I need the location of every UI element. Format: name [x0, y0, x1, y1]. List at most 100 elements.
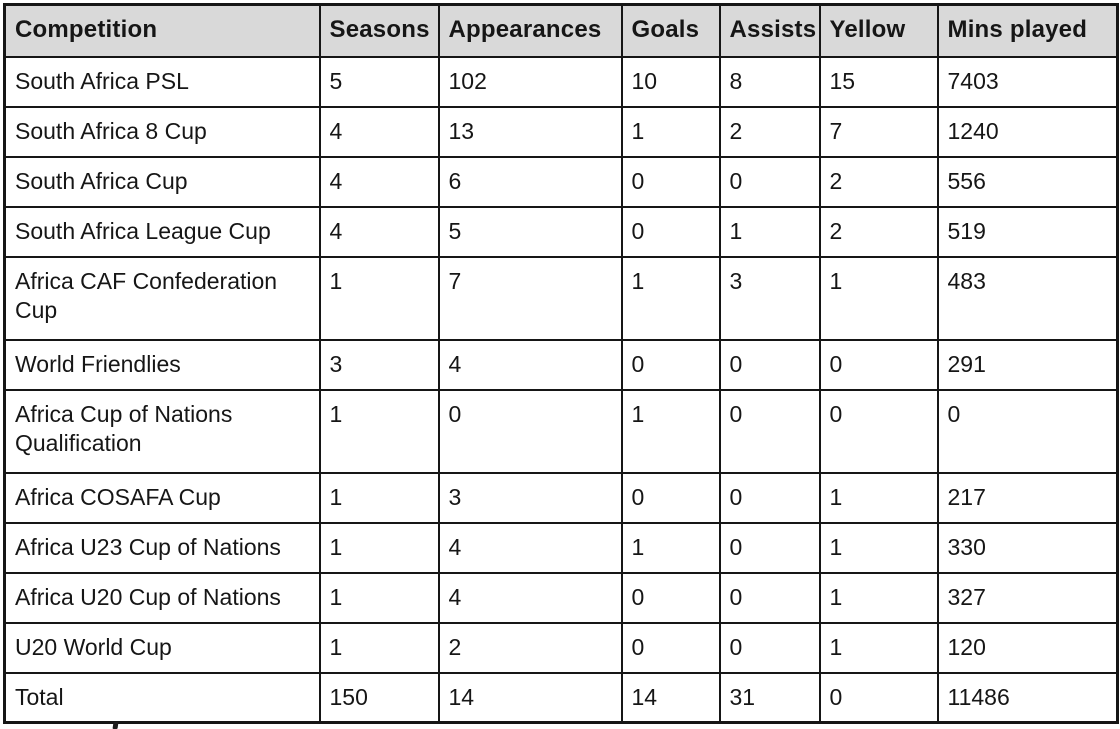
cell-assists: 0	[718, 621, 821, 674]
table-row: Africa CAF Confederation Cup 1 7 1 3 1 4…	[3, 255, 1119, 341]
cell-seasons: 3	[318, 338, 440, 391]
cell-goals: 0	[620, 471, 721, 524]
cell-appearances: 4	[437, 338, 623, 391]
cell-seasons: 1	[318, 621, 440, 674]
cell-seasons: 150	[318, 671, 440, 724]
cell-seasons: 4	[318, 105, 440, 158]
cell-competition: World Friendlies	[3, 338, 321, 391]
cell-goals: 0	[620, 338, 721, 391]
total-row: Total 150 14 14 31 0 11486	[3, 671, 1119, 724]
cell-appearances: 14	[437, 671, 623, 724]
cell-competition: South Africa League Cup	[3, 205, 321, 258]
cell-assists: 2	[718, 105, 821, 158]
cell-yellow: 0	[818, 338, 939, 391]
cell-appearances: 2	[437, 621, 623, 674]
table-row: Africa COSAFA Cup 1 3 0 0 1 217	[3, 471, 1119, 524]
table-row: South Africa PSL 5 102 10 8 15 7403	[3, 55, 1119, 108]
cell-assists: 0	[718, 471, 821, 524]
column-header-appearances: Appearances	[437, 3, 623, 58]
column-header-seasons: Seasons	[318, 3, 440, 58]
cell-mins-played: 291	[936, 338, 1119, 391]
cell-goals: 1	[620, 521, 721, 574]
cell-assists: 8	[718, 55, 821, 108]
cell-yellow: 7	[818, 105, 939, 158]
cell-mins-played: 11486	[936, 671, 1119, 724]
header-row: Competition Seasons Appearances Goals As…	[3, 3, 1119, 58]
cell-mins-played: 1240	[936, 105, 1119, 158]
cell-yellow: 2	[818, 205, 939, 258]
table-row: Africa Cup of Nations Qualification 1 0 …	[3, 388, 1119, 474]
cell-competition: Africa U20 Cup of Nations	[3, 571, 321, 624]
cell-mins-played: 327	[936, 571, 1119, 624]
column-header-mins-played: Mins played	[936, 3, 1119, 58]
column-header-goals: Goals	[620, 3, 721, 58]
cell-yellow: 2	[818, 155, 939, 208]
stray-mark	[112, 722, 119, 729]
cell-assists: 3	[718, 255, 821, 341]
cell-yellow: 1	[818, 621, 939, 674]
cell-competition: Africa Cup of Nations Qualification	[3, 388, 321, 474]
column-header-competition: Competition	[3, 3, 321, 58]
cell-competition: Africa COSAFA Cup	[3, 471, 321, 524]
cell-competition: South Africa Cup	[3, 155, 321, 208]
column-header-assists: Assists	[718, 3, 821, 58]
cell-appearances: 5	[437, 205, 623, 258]
table-row: Africa U20 Cup of Nations 1 4 0 0 1 327	[3, 571, 1119, 624]
cell-assists: 31	[718, 671, 821, 724]
cell-yellow: 1	[818, 255, 939, 341]
cell-mins-played: 217	[936, 471, 1119, 524]
table-row: South Africa 8 Cup 4 13 1 2 7 1240	[3, 105, 1119, 158]
cell-assists: 1	[718, 205, 821, 258]
cell-seasons: 1	[318, 571, 440, 624]
cell-mins-played: 120	[936, 621, 1119, 674]
cell-yellow: 0	[818, 671, 939, 724]
table-row: World Friendlies 3 4 0 0 0 291	[3, 338, 1119, 391]
column-header-yellow: Yellow	[818, 3, 939, 58]
cell-goals: 0	[620, 155, 721, 208]
cell-yellow: 1	[818, 471, 939, 524]
cell-competition: South Africa PSL	[3, 55, 321, 108]
cell-seasons: 1	[318, 255, 440, 341]
cell-appearances: 4	[437, 571, 623, 624]
table-row: Africa U23 Cup of Nations 1 4 1 0 1 330	[3, 521, 1119, 574]
cell-yellow: 1	[818, 571, 939, 624]
cell-goals: 1	[620, 388, 721, 474]
cell-yellow: 15	[818, 55, 939, 108]
table-row: South Africa Cup 4 6 0 0 2 556	[3, 155, 1119, 208]
cell-mins-played: 483	[936, 255, 1119, 341]
cell-assists: 0	[718, 155, 821, 208]
player-stats-table: Competition Seasons Appearances Goals As…	[3, 3, 1119, 724]
cell-seasons: 1	[318, 471, 440, 524]
cell-seasons: 1	[318, 388, 440, 474]
cell-assists: 0	[718, 338, 821, 391]
table-row: U20 World Cup 1 2 0 0 1 120	[3, 621, 1119, 674]
cell-goals: 0	[620, 205, 721, 258]
cell-competition: Africa U23 Cup of Nations	[3, 521, 321, 574]
cell-mins-played: 330	[936, 521, 1119, 574]
cell-yellow: 1	[818, 521, 939, 574]
cell-assists: 0	[718, 571, 821, 624]
cell-appearances: 6	[437, 155, 623, 208]
cell-seasons: 5	[318, 55, 440, 108]
cell-goals: 0	[620, 621, 721, 674]
cell-competition: Africa CAF Confederation Cup	[3, 255, 321, 341]
cell-goals: 1	[620, 255, 721, 341]
cell-seasons: 4	[318, 155, 440, 208]
cell-appearances: 3	[437, 471, 623, 524]
cell-competition: Total	[3, 671, 321, 724]
cell-goals: 14	[620, 671, 721, 724]
cell-yellow: 0	[818, 388, 939, 474]
cell-appearances: 0	[437, 388, 623, 474]
cell-goals: 1	[620, 105, 721, 158]
cell-competition: South Africa 8 Cup	[3, 105, 321, 158]
cell-seasons: 4	[318, 205, 440, 258]
cell-mins-played: 556	[936, 155, 1119, 208]
cell-mins-played: 0	[936, 388, 1119, 474]
cell-goals: 0	[620, 571, 721, 624]
cell-appearances: 13	[437, 105, 623, 158]
cell-assists: 0	[718, 388, 821, 474]
cell-appearances: 102	[437, 55, 623, 108]
table-row: South Africa League Cup 4 5 0 1 2 519	[3, 205, 1119, 258]
cell-goals: 10	[620, 55, 721, 108]
cell-assists: 0	[718, 521, 821, 574]
